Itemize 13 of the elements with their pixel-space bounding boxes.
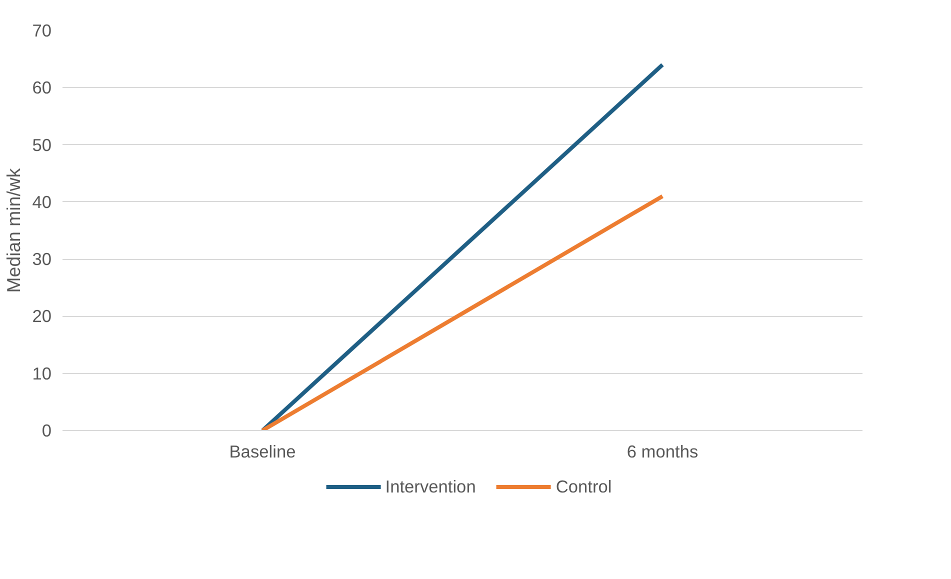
y-tick-label: 30 (32, 249, 52, 270)
y-axis-title: Median min/wk (3, 168, 24, 293)
legend-label: Control (556, 476, 612, 497)
y-tick-label: 20 (32, 306, 52, 326)
y-tick-label: 10 (32, 363, 52, 384)
x-tick-label: Baseline (229, 442, 296, 462)
y-tick-label: 50 (32, 134, 52, 155)
y-tick-label: 0 (42, 420, 52, 440)
y-tick-label: 40 (32, 192, 52, 212)
x-tick-label: 6 months (626, 442, 698, 462)
y-tick-label: 70 (32, 20, 52, 40)
y-tick-label: 60 (32, 78, 52, 98)
legend-label: Intervention (385, 476, 476, 497)
